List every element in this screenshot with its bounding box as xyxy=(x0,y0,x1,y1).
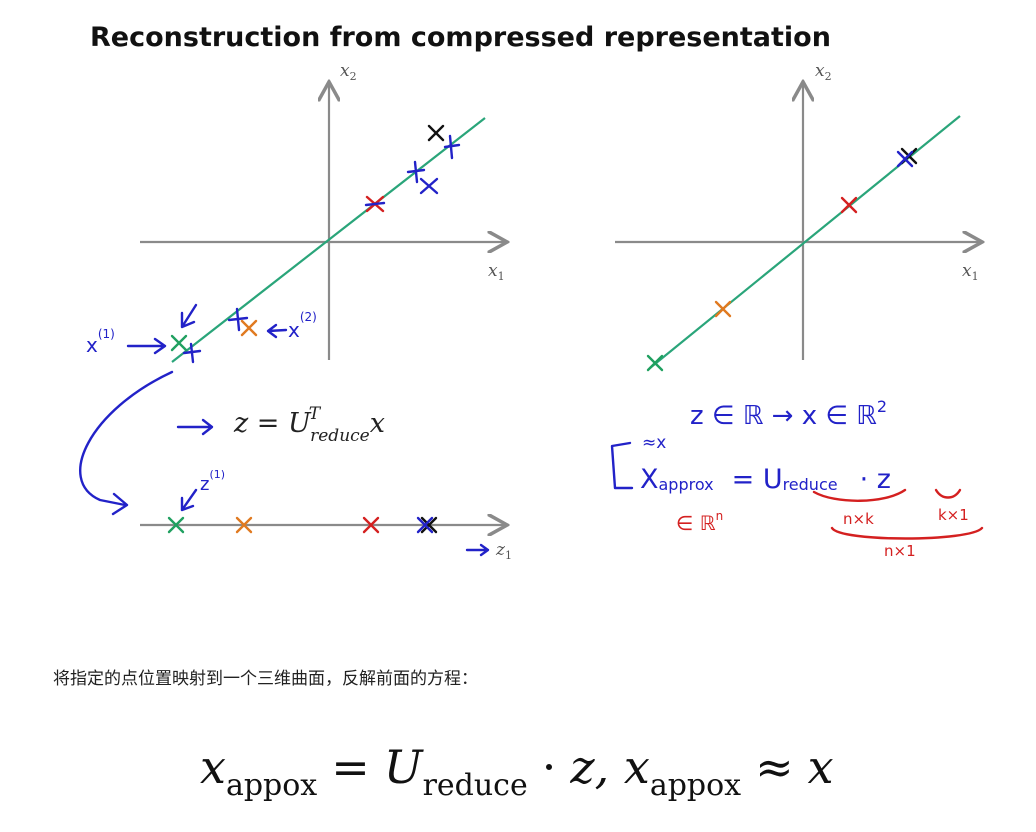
z1-pointer-arrow xyxy=(180,488,198,512)
z-orange-marker xyxy=(235,516,253,534)
formula-lhs-var: x xyxy=(200,740,226,794)
formula-z-var: z, xyxy=(570,740,610,794)
mapping-annotation: z ∈ ℝ → x ∈ ℝ2 xyxy=(690,397,887,431)
blue-plus-lower xyxy=(227,307,249,332)
x1-annotation: x(1) xyxy=(86,327,115,357)
black-x-marker xyxy=(427,124,445,142)
z1-line-plot: z(1) z1 xyxy=(140,468,512,562)
dim-n1-annotation: n×1 xyxy=(884,542,916,560)
projection-equation: z = UT reducex xyxy=(233,404,385,446)
product-brace xyxy=(830,526,984,540)
right-blue-marker xyxy=(896,150,914,168)
left-plot: x1 x2 x(1) x(2) z = UT reducex xyxy=(79,61,505,516)
figure-title: Reconstruction from compressed represent… xyxy=(90,22,831,53)
right-red-marker xyxy=(840,196,858,214)
u-reduce-brace xyxy=(812,488,907,502)
in-rn-annotation: ∈ ℝn xyxy=(676,509,723,535)
curved-arrow-head xyxy=(111,492,129,516)
approx-x-annotation: ≈x xyxy=(642,433,666,453)
right-y-axis-label: x2 xyxy=(815,61,832,83)
formula-u-sub: reduce xyxy=(422,768,528,803)
left-y-axis-label: x2 xyxy=(340,61,357,83)
formula-rhs-var: x xyxy=(623,740,650,794)
right-plot: x1 x2 z ∈ ℝ → x ∈ ℝ2 ≈x Xapprox = Ureduce… xyxy=(610,61,984,560)
reconstruction-formula: xappox = Ureduce · z, xappox ≈ x xyxy=(200,740,834,810)
z-black-marker xyxy=(420,516,438,534)
green-x-marker xyxy=(170,334,188,352)
blue-x-marker xyxy=(419,177,439,195)
z-brace xyxy=(934,488,962,499)
curved-projection-arrow xyxy=(79,370,174,507)
formula-rhs-sub: appox xyxy=(649,768,742,803)
z-green-marker xyxy=(167,516,185,534)
pca-reconstruction-figure: Reconstruction from compressed represent… xyxy=(79,22,1036,562)
orange-x-marker xyxy=(240,319,258,337)
z-red-marker xyxy=(362,516,380,534)
blue-plus-bottom xyxy=(182,342,202,364)
x2-pointer-arrow xyxy=(266,323,288,339)
blue-plus-marker xyxy=(406,160,426,184)
right-x-axis-label: x1 xyxy=(962,261,979,283)
z1-axis-pointer xyxy=(465,543,490,557)
dim-k1-annotation: k×1 xyxy=(938,506,969,524)
formula-lhs-sub: appox xyxy=(225,768,318,803)
formula-approx: ≈ xyxy=(755,740,794,794)
formula-dot: · xyxy=(541,740,557,794)
right-orange-marker xyxy=(714,300,732,318)
formula-x-var: x xyxy=(807,740,834,794)
blue-plus-on-red xyxy=(364,201,386,207)
left-x-axis-label: x1 xyxy=(488,261,505,283)
blue-plus-marker-top xyxy=(443,134,461,160)
z1-axis-label: z1 xyxy=(495,540,512,562)
bracket-mark xyxy=(610,441,634,490)
approx-equation: Xapprox = Ureduce · z xyxy=(640,464,891,495)
formula-u-var: U xyxy=(383,740,423,794)
z1-annotation: z(1) xyxy=(200,468,225,495)
z-blue-marker xyxy=(416,516,434,534)
x1-pointer-arrow xyxy=(126,303,198,355)
dim-nk-annotation: n×k xyxy=(843,510,874,528)
caption-text: 将指定的点位置映射到一个三维曲面，反解前面的方程： xyxy=(53,669,478,689)
x2-annotation: x(2) xyxy=(288,310,317,342)
equation-pointer-arrow xyxy=(176,418,214,436)
formula-equals: = xyxy=(331,740,370,794)
left-projection-line xyxy=(171,117,486,363)
right-green-marker xyxy=(646,354,664,372)
